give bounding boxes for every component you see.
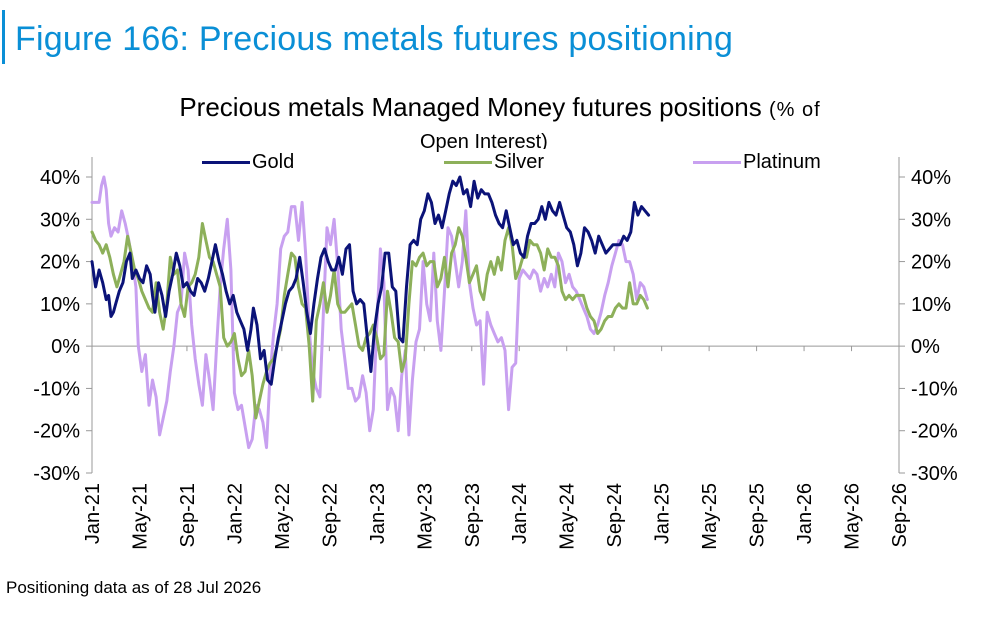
y-tick-label-left: 40% bbox=[40, 167, 80, 189]
x-tick-label: Sep-21 bbox=[177, 483, 199, 548]
y-tick-label-left: 10% bbox=[40, 294, 80, 316]
figure-title: Figure 166: Precious metals futures posi… bbox=[15, 20, 734, 58]
x-tick-label: Jan-25 bbox=[652, 483, 674, 544]
y-tick-label-right: 40% bbox=[911, 167, 951, 189]
x-tick-label: Sep-22 bbox=[319, 483, 341, 548]
x-tick-label: May-26 bbox=[842, 483, 864, 550]
legend-swatch-gold bbox=[202, 160, 250, 164]
y-tick-label-right: -10% bbox=[911, 378, 958, 400]
series-line-gold bbox=[90, 175, 651, 386]
series-line-silver bbox=[90, 222, 649, 420]
y-tick-label-left: 30% bbox=[40, 209, 80, 231]
x-tick-label: Jan-26 bbox=[794, 483, 816, 544]
legend-item-platinum: Platinum bbox=[693, 149, 823, 175]
y-tick-label-left: -30% bbox=[33, 463, 80, 485]
x-tick-label: May-23 bbox=[414, 483, 436, 550]
x-tick-label: Jan-21 bbox=[82, 483, 104, 544]
legend-label-gold: Gold bbox=[252, 150, 295, 173]
legend-swatch-platinum bbox=[693, 160, 741, 164]
y-tick-label-right: -30% bbox=[911, 463, 958, 485]
legend-item-gold: Gold bbox=[202, 149, 297, 175]
x-tick-label: Sep-25 bbox=[747, 483, 769, 548]
y-tick-label-right: 20% bbox=[911, 252, 951, 274]
x-tick-label: Sep-24 bbox=[604, 483, 626, 548]
y-tick-label-right: 30% bbox=[911, 209, 951, 231]
x-tick-label: Sep-26 bbox=[889, 483, 911, 548]
y-tick-label-right: -20% bbox=[911, 421, 958, 443]
figure-header: Figure 166: Precious metals futures posi… bbox=[0, 0, 1000, 64]
chart-title-line2: Open Interest) bbox=[420, 131, 548, 153]
x-tick-label: May-21 bbox=[129, 483, 151, 550]
x-tick-label: May-25 bbox=[699, 483, 721, 550]
x-tick-label: Jan-24 bbox=[509, 483, 531, 544]
x-tick-label: May-22 bbox=[272, 483, 294, 550]
chart-title: Precious metals Managed Money futures po… bbox=[0, 92, 1000, 123]
x-tick-label: Jan-22 bbox=[224, 483, 246, 544]
y-tick-label-right: 0% bbox=[911, 336, 940, 358]
x-tick-label: Sep-23 bbox=[462, 483, 484, 548]
series-line-platinum bbox=[90, 175, 649, 450]
y-tick-label-left: 0% bbox=[51, 336, 80, 358]
y-tick-label-left: -10% bbox=[33, 378, 80, 400]
footnote: Positioning data as of 28 Jul 2026 bbox=[6, 578, 262, 597]
legend-swatch-silver bbox=[444, 160, 492, 164]
x-tick-label: Jan-23 bbox=[367, 483, 389, 544]
x-tick-label: May-24 bbox=[557, 483, 579, 550]
accent-bar bbox=[2, 10, 5, 64]
y-tick-label-left: -20% bbox=[33, 421, 80, 443]
legend-label-silver: Silver bbox=[494, 150, 545, 173]
chart-title-unit: (% of bbox=[768, 99, 821, 121]
legend-label-platinum: Platinum bbox=[743, 150, 821, 173]
y-tick-label-left: 20% bbox=[40, 252, 80, 274]
legend-item-silver: Silver bbox=[444, 149, 547, 175]
chart-title-main: Precious metals Managed Money futures po… bbox=[179, 92, 762, 122]
y-tick-label-right: 10% bbox=[911, 294, 951, 316]
